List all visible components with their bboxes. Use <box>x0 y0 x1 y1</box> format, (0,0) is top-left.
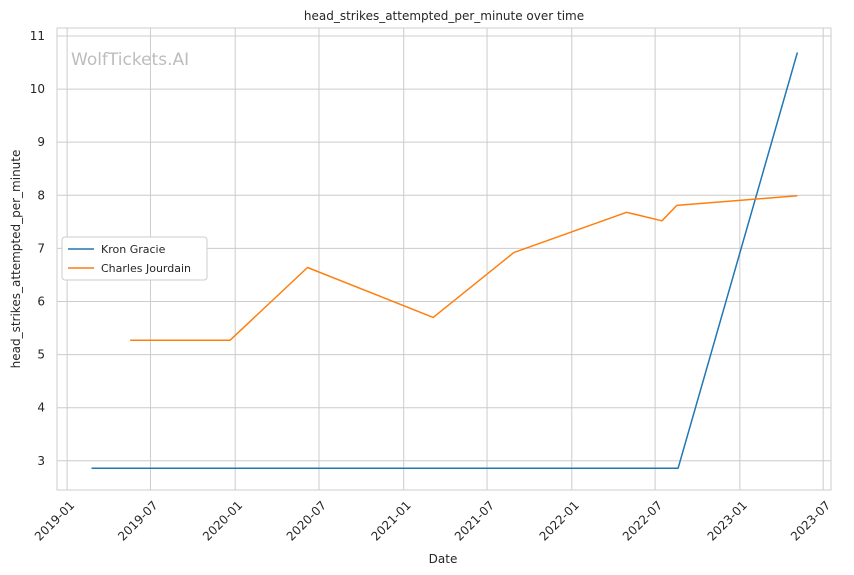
y-tick-label: 4 <box>37 401 45 415</box>
y-tick-labels: 3 4 5 6 7 8 9 10 11 <box>30 29 45 468</box>
x-tick-labels: 2019-01 2019-07 2020-01 2020-07 2021-01 2021-… <box>32 498 833 543</box>
x-tick-label: 2022-01 <box>537 498 582 543</box>
watermark: WolfTickets.AI <box>71 50 189 70</box>
y-tick-label: 5 <box>37 348 45 362</box>
legend-label-charles-jourdain: Charles Jourdain <box>101 262 191 275</box>
series-lines <box>91 52 799 469</box>
x-tick-label: 2019-01 <box>32 498 77 543</box>
series-line-charles-jourdain <box>130 195 798 341</box>
series-line-kron-gracie <box>91 52 799 469</box>
x-tick-label: 2019-07 <box>115 498 160 543</box>
y-tick-label: 11 <box>30 29 45 43</box>
y-tick-label: 8 <box>37 188 45 202</box>
legend-label-kron-gracie: Kron Gracie <box>101 243 166 256</box>
y-axis-title: head_strikes_attempted_per_minute <box>9 150 23 369</box>
chart-title: head_strikes_attempted_per_minute over t… <box>304 9 584 23</box>
y-tick-label: 3 <box>37 454 45 468</box>
y-tick-label: 9 <box>37 135 45 149</box>
x-tick-label: 2021-01 <box>368 498 413 543</box>
x-tick-label: 2023-01 <box>705 498 750 543</box>
x-axis-title: Date <box>429 552 458 566</box>
x-tick-label: 2020-07 <box>284 498 329 543</box>
x-tick-label: 2022-07 <box>620 498 665 543</box>
y-tick-label: 7 <box>37 241 45 255</box>
y-tick-label: 10 <box>30 82 45 96</box>
y-tick-label: 6 <box>37 294 45 308</box>
legend-box <box>61 236 208 281</box>
x-tick-label: 2020-01 <box>200 498 245 543</box>
x-tick-label: 2023-07 <box>788 498 833 543</box>
legend: Kron Gracie Charles Jourdain <box>61 236 208 281</box>
x-tick-label: 2021-07 <box>452 498 497 543</box>
